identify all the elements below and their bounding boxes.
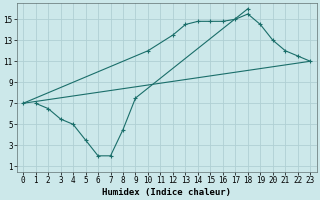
X-axis label: Humidex (Indice chaleur): Humidex (Indice chaleur) bbox=[102, 188, 231, 197]
